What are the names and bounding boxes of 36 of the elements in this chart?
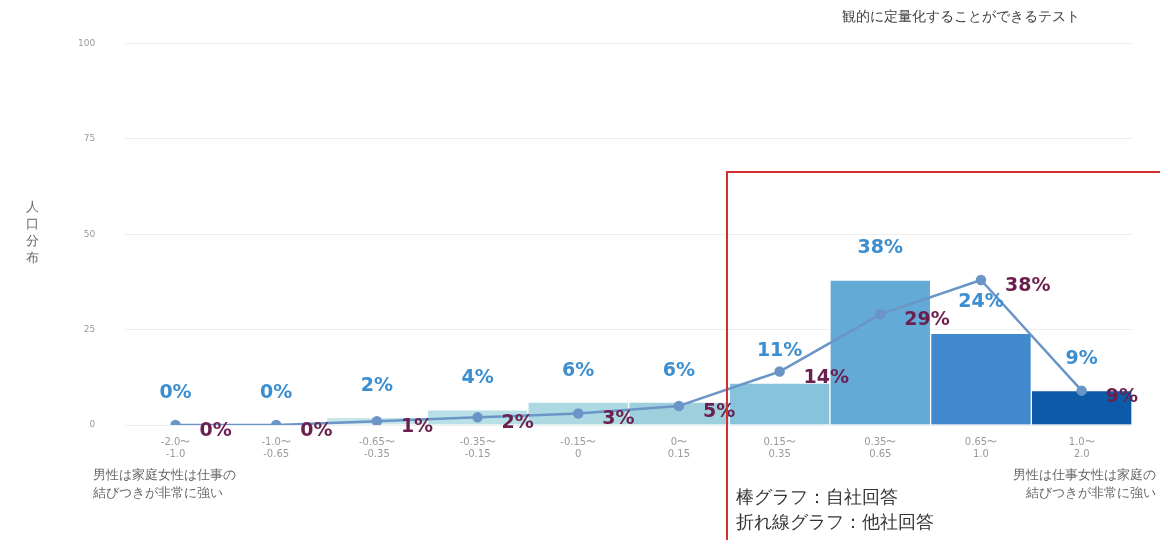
data-label: 0%: [300, 417, 333, 440]
x-tick-label: 0.65〜 1.0: [964, 435, 998, 459]
x-tick-label: -2.0〜 -1.0: [160, 435, 191, 459]
data-label: 6%: [662, 357, 696, 380]
data-label: 1%: [400, 414, 434, 437]
x-tick-label: 1.0〜 2.0: [1068, 435, 1095, 459]
y-tick-label: 50: [83, 228, 96, 239]
data-label: 4%: [461, 365, 494, 388]
y-tick-label: 25: [83, 323, 96, 334]
y-tick-label: 75: [83, 133, 96, 144]
data-label: 11%: [756, 338, 803, 361]
data-label: 38%: [857, 235, 904, 258]
x-tick-label: -0.35〜 -0.15: [459, 435, 496, 459]
x-tick-label: -0.65〜 -0.35: [358, 435, 395, 459]
x-tick-label: 0.35〜 0.65: [864, 435, 897, 459]
data-label: 38%: [1004, 272, 1051, 295]
data-label: 9%: [1065, 346, 1098, 369]
data-label: 0%: [199, 417, 232, 440]
y-tick-label: 0: [89, 419, 96, 430]
text: 男性は仕事女性は家庭の結びつきが非常に強い: [1012, 466, 1156, 502]
x-tick-label: -0.15〜 0: [560, 435, 597, 459]
text: 折れ線グラフ：他社回答: [736, 510, 934, 534]
data-label: 6%: [562, 357, 595, 380]
data-label: 3%: [602, 406, 635, 429]
data-label: 2%: [501, 410, 534, 433]
y-axis-title: 人口分布: [26, 198, 40, 266]
data-label: 0%: [159, 380, 192, 403]
x-tick-label: 0〜 0.15: [667, 435, 691, 459]
data-label: 0%: [260, 380, 293, 403]
data-label: 2%: [360, 372, 394, 395]
text: 男性は家庭女性は仕事の結びつきが非常に強い: [93, 466, 237, 502]
text: 観的に定量化することができるテスト: [842, 8, 1080, 26]
y-tick-label: 100: [77, 37, 96, 48]
text: 棒グラフ：自社回答: [736, 485, 899, 509]
x-tick-label: -1.0〜 -0.65: [261, 435, 291, 459]
x-tick-label: 0.15〜 0.35: [763, 435, 796, 459]
